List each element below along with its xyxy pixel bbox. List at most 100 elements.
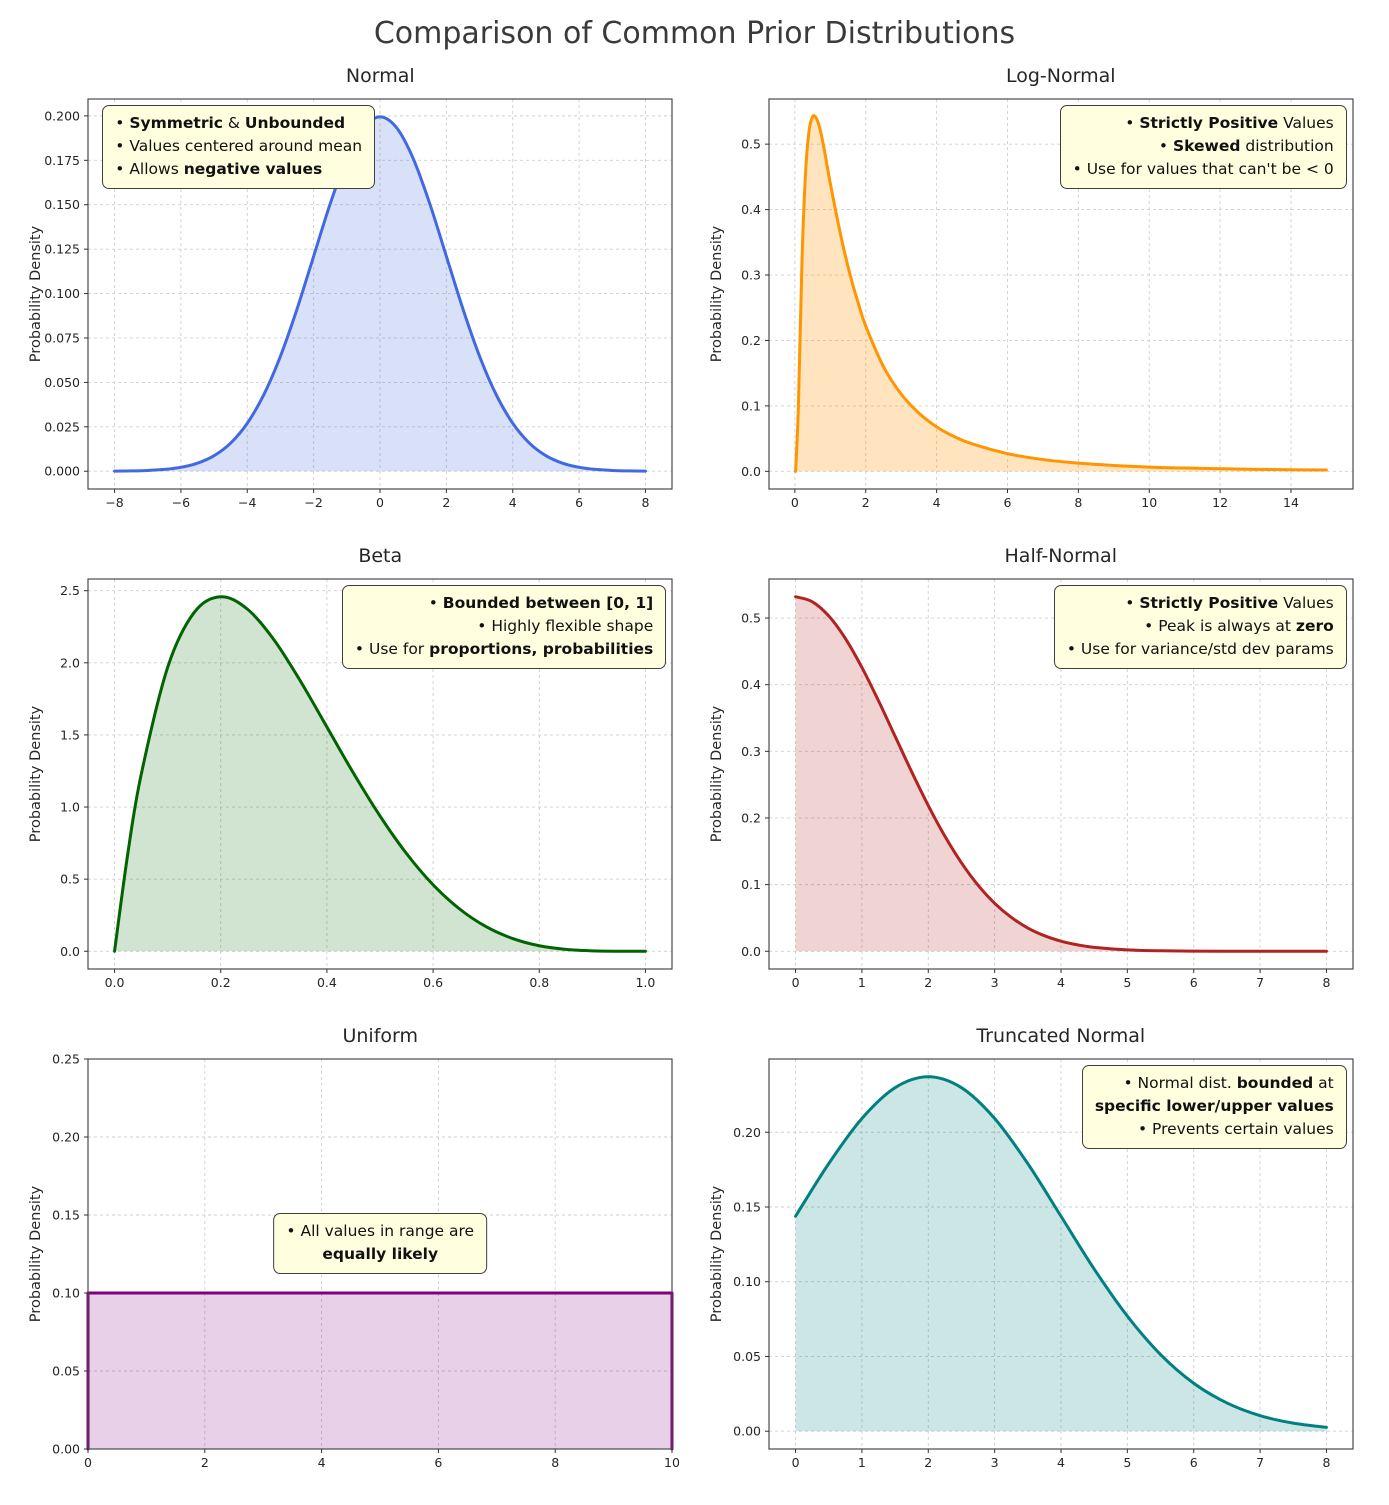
y-tick-label: 0.15 — [733, 1199, 761, 1214]
annotation-line: • Peak is always at zero — [1144, 616, 1334, 635]
y-tick-label: 0.1 — [741, 398, 761, 413]
y-tick-label: 0.25 — [52, 1052, 80, 1067]
x-tick-label: 4 — [509, 495, 517, 510]
chart-truncated-normal: Truncated Normal 0 1 2 3 4 5 6 7 8 0.00 0.05 0.10 0.… — [695, 1023, 1376, 1479]
y-axis-label: Probability Density — [709, 225, 725, 362]
x-tick-label: 7 — [1256, 975, 1264, 990]
plot-canvas-normal: −8 −6 −4 −2 0 2 4 6 8 0.000 0.025 0.050 0.075 0.100 0.… — [28, 98, 673, 510]
y-tick-label: 0.00 — [52, 1442, 80, 1457]
y-tick-label: 0.125 — [44, 242, 80, 257]
curve-fill-beta — [114, 596, 646, 952]
y-tick-label: 0.5 — [60, 872, 80, 887]
y-tick-label: 0.20 — [733, 1125, 761, 1140]
y-axis-label: Probability Density — [28, 705, 44, 842]
chart-beta: Beta 0.0 0.2 0.4 0.6 0.8 1.0 0.0 0.5 1.0 1.5 2.0 2.… — [14, 543, 695, 999]
y-tick-label: 0.050 — [44, 375, 80, 390]
x-tick-label: 0 — [791, 1455, 799, 1470]
plot-half-normal: 0 1 2 3 4 5 6 7 8 0.0 0.1 0.2 0.3 0.4 0.5 Probability D… — [705, 569, 1365, 999]
x-tick-label: 5 — [1123, 975, 1131, 990]
y-tick-label: 0.00 — [733, 1424, 761, 1439]
axes-frame — [768, 98, 1354, 490]
x-tick-label: 4 — [932, 495, 940, 510]
y-axis-label: Probability Density — [709, 1185, 725, 1322]
chart-title-half-normal: Half-Normal — [1004, 545, 1117, 567]
annotation-line: • Highly flexible shape — [477, 616, 654, 635]
y-tick-label: 1.5 — [60, 727, 80, 742]
x-tick-label: 14 — [1283, 495, 1299, 510]
plot-canvas-log-normal: 0 2 4 6 8 10 12 14 0.0 0.1 0.2 0.3 0.4 0.5 Probability… — [709, 98, 1354, 510]
y-tick-label: 2.5 — [60, 583, 80, 598]
y-tick-label: 0.05 — [733, 1349, 761, 1364]
curve-fill-half-normal — [795, 596, 1327, 952]
plot-canvas-beta: 0.0 0.2 0.4 0.6 0.8 1.0 0.0 0.5 1.0 1.5 2.0 2.5 Prob… — [28, 578, 673, 990]
page-title: Comparison of Common Prior Distributions — [373, 16, 1016, 51]
y-tick-label: 0.2 — [741, 810, 761, 825]
y-tick-label: 2.0 — [60, 655, 80, 670]
chart-title-normal: Normal — [345, 65, 415, 87]
annotation-line: • Use for values that can't be < 0 — [1072, 159, 1334, 178]
y-tick-label: 0.000 — [44, 464, 80, 479]
curve-line-normal — [113, 115, 648, 473]
annotation-line: • All values in range are — [286, 1222, 475, 1240]
chart-half-normal: Half-Normal 0 1 2 3 4 5 6 7 8 0.0 0.1 0.2 0.3 0.4 0.5 P… — [695, 543, 1376, 999]
y-tick-label: 0.100 — [44, 286, 80, 301]
x-tick-label: 0 — [84, 1455, 92, 1470]
x-tick-label: 2 — [924, 975, 932, 990]
annotation-log-normal: • Strictly Positive Values • Skewed distr… — [1059, 105, 1347, 189]
x-tick-label: 1.0 — [636, 975, 656, 990]
curve-fill-truncated-normal — [795, 1076, 1327, 1432]
plot-normal: −8 −6 −4 −2 0 2 4 6 8 0.000 0.025 0.050 0.075 0.100 0.… — [24, 89, 684, 519]
x-tick-label: 0.6 — [423, 975, 443, 990]
x-tick-label: 5 — [1123, 1455, 1131, 1470]
x-tick-label: 0 — [791, 495, 799, 510]
y-tick-label: 0.4 — [741, 202, 761, 217]
chart-normal: Normal −8 −6 −4 −2 0 2 4 6 8 0.000 0.025 0.050 0.075… — [14, 63, 695, 519]
annotation-normal: • Symmetric & Unbounded • Values centered… — [102, 105, 376, 189]
y-axis-label: Probability Density — [28, 1185, 44, 1322]
annotation-half-normal: • Strictly Positive Values • Peak is alwa… — [1053, 585, 1347, 669]
y-tick-label: 0.0 — [741, 464, 761, 479]
x-tick-label: 1 — [858, 1455, 866, 1470]
axes-frame — [87, 1058, 673, 1450]
annotation-line: • Use for proportions, probabilities — [354, 639, 654, 658]
x-tick-label: 8 — [642, 495, 650, 510]
curve-line-log-normal — [793, 114, 1328, 473]
x-tick-label: 12 — [1212, 495, 1228, 510]
y-tick-label: 0.1 — [741, 877, 761, 892]
chart-title-beta: Beta — [358, 545, 403, 567]
x-tick-label: 6 — [1190, 975, 1198, 990]
y-tick-label: 0.5 — [741, 137, 761, 152]
y-tick-label: 1.0 — [60, 800, 80, 815]
x-tick-label: 4 — [1057, 975, 1065, 990]
y-tick-label: 0.20 — [52, 1130, 80, 1145]
y-tick-label: 0.0 — [741, 944, 761, 959]
x-tick-label: −6 — [172, 495, 190, 510]
annotation-line: • Symmetric & Unbounded — [115, 114, 346, 132]
x-tick-label: 8 — [1322, 1455, 1330, 1470]
x-tick-label: 2 — [924, 1455, 932, 1470]
annotation-uniform: • All values in range are equally likely — [273, 1213, 488, 1274]
plot-canvas-truncated-normal: 0 1 2 3 4 5 6 7 8 0.00 0.05 0.10 0.15 0.20 Probability… — [709, 1058, 1354, 1470]
x-tick-label: 7 — [1256, 1455, 1264, 1470]
y-tick-label: 0.5 — [741, 611, 761, 626]
annotation-line: • Bounded between [0, 1] — [428, 594, 654, 612]
y-axis-label: Probability Density — [28, 225, 44, 362]
x-tick-label: 8 — [1322, 975, 1330, 990]
x-tick-label: 2 — [862, 495, 870, 510]
y-tick-label: 0.10 — [52, 1286, 80, 1301]
x-tick-label: 2 — [443, 495, 451, 510]
x-tick-label: 6 — [575, 495, 583, 510]
x-tick-label: 4 — [318, 1455, 326, 1470]
plot-log-normal: 0 2 4 6 8 10 12 14 0.0 0.1 0.2 0.3 0.4 0.5 Probability… — [705, 89, 1365, 519]
annotation-line: • Values centered around mean — [115, 136, 363, 155]
x-tick-label: −4 — [238, 495, 256, 510]
y-tick-label: 0.200 — [44, 108, 80, 123]
y-tick-label: 0.025 — [44, 419, 80, 434]
annotation-truncated-normal: • Normal dist. bounded at specific lower/… — [1081, 1065, 1347, 1149]
x-tick-label: 6 — [1190, 1455, 1198, 1470]
x-tick-label: 6 — [435, 1455, 443, 1470]
x-tick-label: 0.8 — [530, 975, 550, 990]
curve-fill-uniform — [88, 1293, 673, 1449]
x-tick-label: 0 — [791, 975, 799, 990]
y-tick-label: 0.3 — [741, 268, 761, 283]
